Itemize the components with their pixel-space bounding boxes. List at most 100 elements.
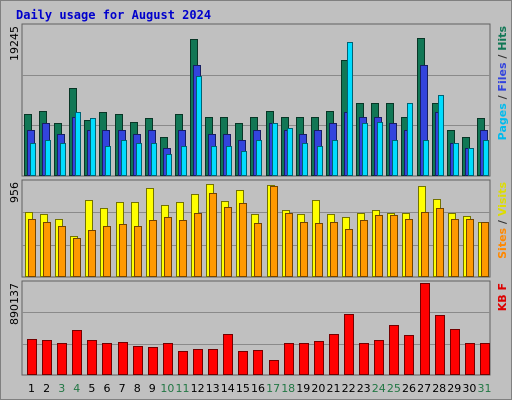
kbytes-panel-bar [435,315,445,375]
day-label: 17 [266,382,280,395]
visits-panel-bar [28,219,36,277]
day-label: 23 [357,382,371,395]
kbytes-panel-bar [389,325,399,375]
hits-panel-legend-item: / [496,92,509,104]
kbytes-panel-ymax-label: 890137 [8,283,21,325]
kbytes-panel-bar [404,335,414,375]
day-label: 8 [134,382,141,395]
day-label: 27 [417,382,431,395]
visits-panel-bar [436,208,444,277]
hits-panel-bar [105,146,111,176]
day-label: 16 [251,382,265,395]
visits-panel-bar [149,220,157,277]
day-labels: 1 2 3 4 5 6 7 8 9 10 11 12 13 14 15 16 17 18 19 20 21 22 23 24 2… [28,382,492,395]
kbytes-panel-bar [450,329,460,375]
kbytes-panel-bar [178,351,188,375]
visits-panel-bar [119,224,127,277]
day-label: 7 [119,382,126,395]
kbytes-panel-bar [87,340,97,375]
hits-panel-bar [75,112,81,176]
visits-panel-legend-item: Sites [496,227,509,258]
kbytes-panel: 890137 KB F [8,280,509,376]
hits-panel-bar [30,143,36,176]
visits-panel-bar [375,215,383,277]
kbytes-panel-bar [480,343,490,375]
hits-panel-bar [241,151,247,176]
visits-panel-bar [224,207,232,277]
visits-panel-bar [300,222,308,277]
visits-panel-bar [345,229,353,277]
kbytes-panel-bar [223,334,233,375]
hits-panel-bar [256,140,262,176]
hits-panel-bar [468,148,474,176]
hits-panel-bar [151,143,157,176]
visits-panel-bar [164,217,172,277]
day-label: 30 [462,382,476,395]
kbytes-panel-bar [42,340,52,375]
hits-panel-bar [90,118,96,176]
day-label: 4 [73,382,80,395]
visits-panel-bar [315,223,323,277]
hits-panel-bar [121,140,127,176]
day-label: 24 [372,382,386,395]
hits-panel-bar [392,140,398,176]
hits-panel-legend-item: Hits [496,26,509,51]
hits-panel-bar [166,154,172,176]
kbytes-panel-bar [193,349,203,375]
kbytes-panel-bar [253,350,263,375]
hits-panel: 19245 Pages / Files / Hits [8,23,509,177]
kbytes-panel-bar [27,339,37,375]
hits-panel-bar [196,76,202,176]
hits-panel-bar [453,143,459,176]
day-label: 9 [149,382,156,395]
hits-panel-legend-item: Files [496,62,509,92]
day-label: 22 [342,382,356,395]
kbytes-panel-bar [208,349,218,375]
kbytes-panel-bar [344,314,354,375]
kbytes-panel-bar [314,341,324,375]
hits-panel-bar [483,140,489,176]
hits-panel-legend-item: Pages [496,103,509,141]
visits-panel-bar [73,238,81,277]
hits-panel-bar [423,140,429,176]
visits-panel-bar [134,226,142,277]
kbytes-panel-bar [284,343,294,375]
visits-panel-bar [58,226,66,277]
day-label: 14 [221,382,235,395]
day-label: 25 [387,382,401,395]
visits-panel-bar [451,219,459,277]
kbytes-panel-bar [118,342,128,375]
kbytes-panel-bar [238,351,248,375]
visits-panel-legend: Sites / Visits [496,182,509,259]
hits-panel-bar [407,103,413,176]
visits-panel-bar [239,203,247,277]
kbytes-panel-bar [465,343,475,375]
hits-panel-bar [347,42,353,176]
chart-panels: 19245 Pages / Files / Hits 956 Sites / Visi… [8,23,509,376]
visits-panel-bar [466,219,474,277]
visits-panel-legend-item: Visits [496,182,509,217]
day-label: 5 [88,382,95,395]
day-label: 18 [281,382,295,395]
day-label: 19 [296,382,310,395]
kbytes-panel-bar [57,343,67,375]
hits-panel-bar [332,140,338,176]
day-label: 26 [402,382,416,395]
hits-panel-bar [136,143,142,176]
visits-panel-legend-item: / [496,216,509,228]
hits-panel-bar [302,143,308,176]
kbytes-panel-bar [133,346,143,375]
day-label: 2 [43,382,50,395]
day-label: 11 [176,382,190,395]
hits-panel-bar [226,146,232,176]
visits-panel-bar [103,226,111,277]
day-label: 15 [236,382,250,395]
visits-panel-bar [481,222,489,277]
day-label: 3 [58,382,65,395]
visits-panel-bar [194,213,202,277]
kbytes-panel-bar [359,343,369,375]
hits-panel-legend-item: / [496,51,509,63]
day-label: 21 [327,382,341,395]
